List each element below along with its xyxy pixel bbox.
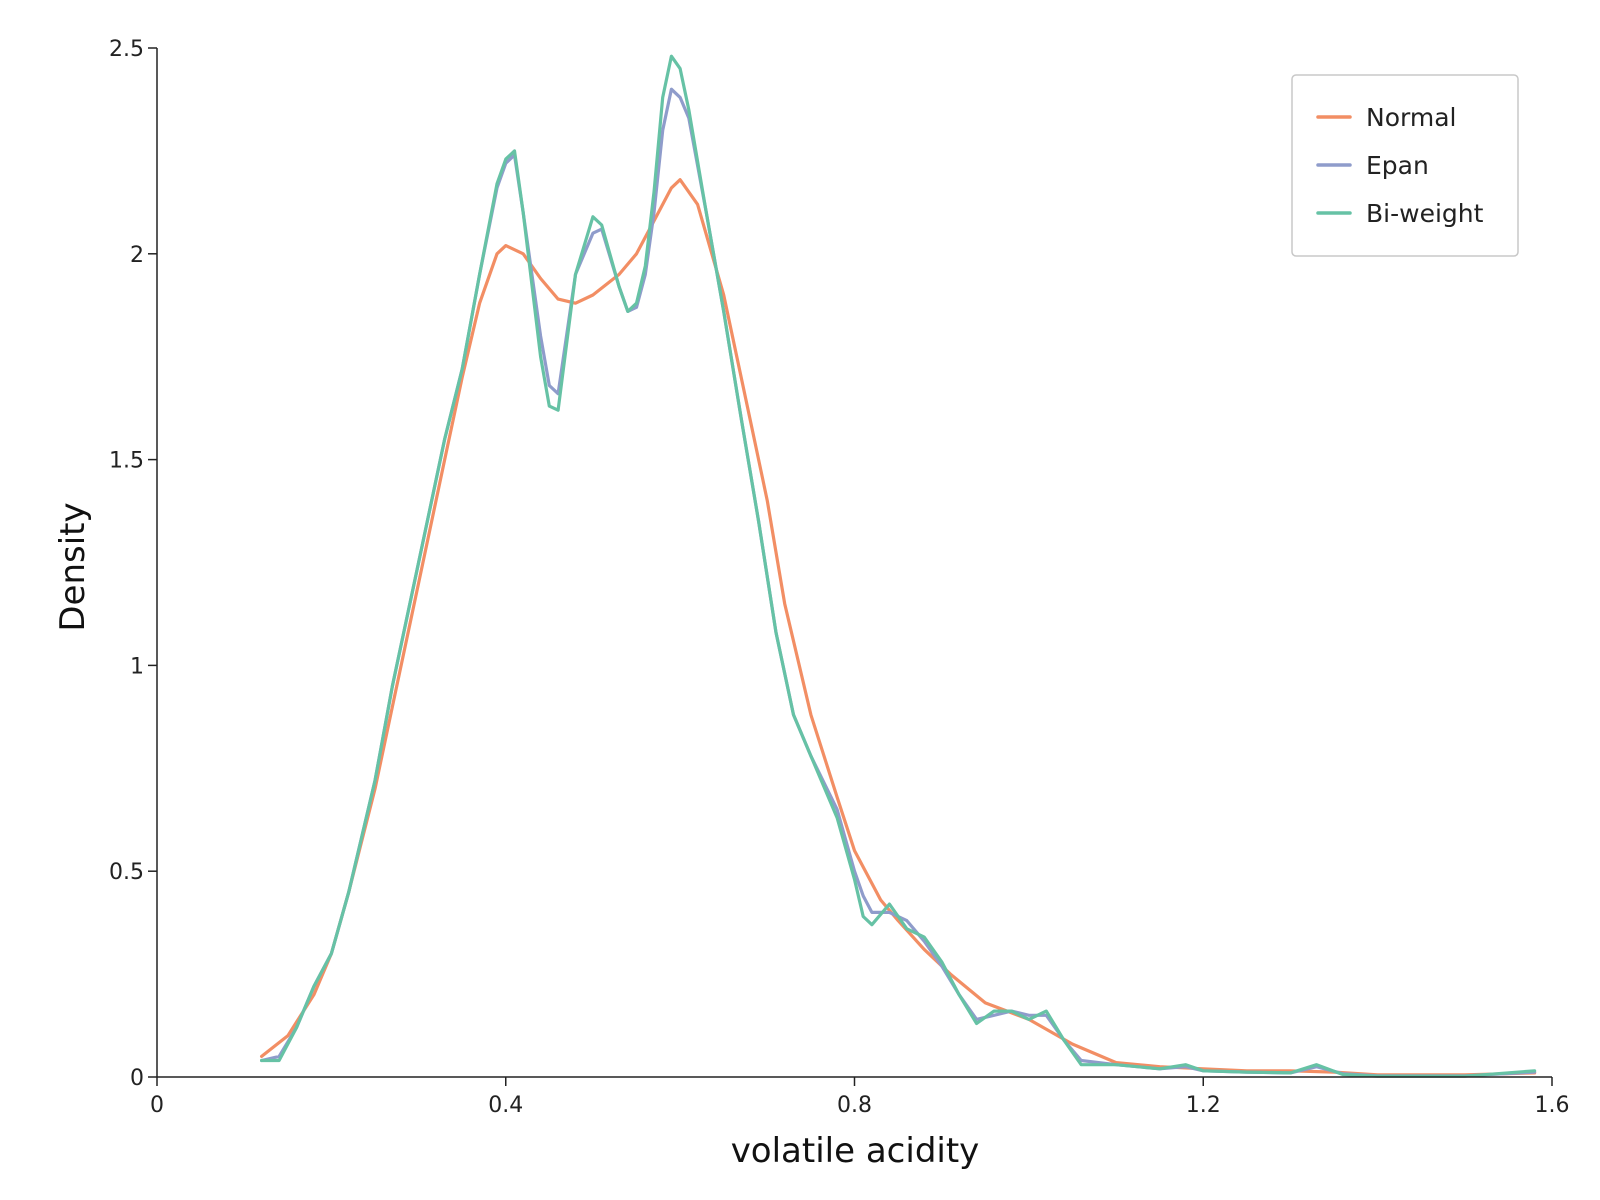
series-layer <box>260 54 1537 1078</box>
legend: Normal Epan Bi-weight <box>1291 74 1519 257</box>
legend-box <box>1291 74 1519 257</box>
y-tick-label: 1 <box>130 654 144 679</box>
y-tick-label: 1.5 <box>109 449 144 474</box>
y-tick-label: 2.5 <box>109 37 144 62</box>
y-tick-label: 0 <box>130 1066 144 1091</box>
x-tick-label: 0.4 <box>488 1093 523 1118</box>
y-tick-label: 0.5 <box>109 860 144 885</box>
x-tick-label: 1.2 <box>1186 1093 1221 1118</box>
x-axis-title: volatile acidity <box>731 1131 980 1171</box>
x-tick-label: 1.6 <box>1535 1093 1570 1118</box>
series-line-bi-weight <box>260 54 1537 1078</box>
y-tick-label: 2 <box>130 243 144 268</box>
legend-label-normal: Normal <box>1366 103 1456 132</box>
series-line-normal <box>260 178 1537 1077</box>
legend-label-epan: Epan <box>1366 151 1429 180</box>
legend-items: Normal Epan Bi-weight <box>1316 103 1484 228</box>
axes-layer: 0 0.4 0.8 1.2 1.6 0 0.5 1 1.5 2 2.5 <box>109 37 1570 1118</box>
x-tick-label: 0.8 <box>837 1093 872 1118</box>
legend-label-bi-weight: Bi-weight <box>1366 199 1484 228</box>
y-axis-title: Density <box>53 502 93 631</box>
x-tick-label: 0 <box>150 1093 164 1118</box>
